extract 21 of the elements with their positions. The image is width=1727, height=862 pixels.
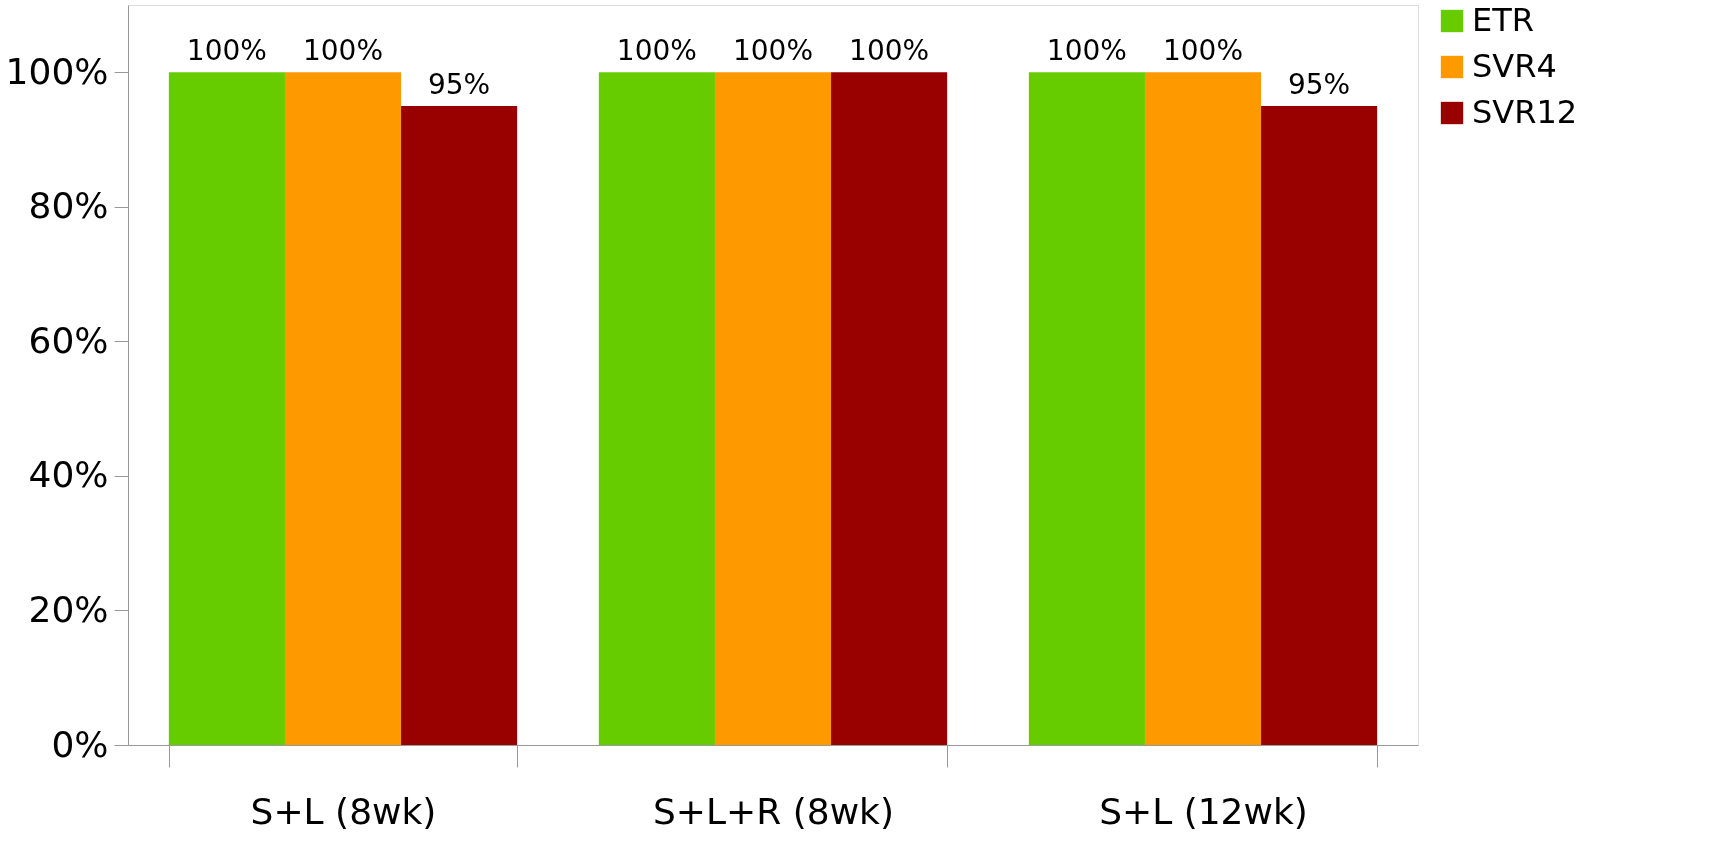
data-label: 100% — [1162, 34, 1244, 68]
y-tick-label: 0% — [51, 723, 109, 765]
data-label: 100% — [302, 34, 384, 68]
y-tick-label: 80% — [28, 185, 109, 227]
x-tick-label: S+L+R (8wk) — [653, 790, 894, 832]
data-label: 100% — [616, 34, 697, 68]
data-label: 95% — [1287, 67, 1351, 101]
data-label: 100% — [186, 34, 267, 68]
data-label: 100% — [1046, 34, 1127, 68]
y-tick-label: 20% — [28, 588, 109, 630]
data-label: 100% — [849, 34, 930, 68]
data-label: 100% — [732, 34, 814, 68]
y-tick-label: 100% — [5, 50, 109, 92]
data-label: 95% — [427, 67, 491, 101]
y-tick-label: 60% — [28, 319, 109, 361]
legend-label: SVR4 — [1472, 47, 1557, 85]
y-tick-label: 40% — [28, 454, 109, 496]
legend-label: SVR12 — [1472, 93, 1578, 131]
x-tick-label: S+L (12wk) — [1099, 790, 1308, 832]
legend-label: ETR — [1472, 1, 1534, 39]
x-tick-label: S+L (8wk) — [250, 790, 437, 832]
